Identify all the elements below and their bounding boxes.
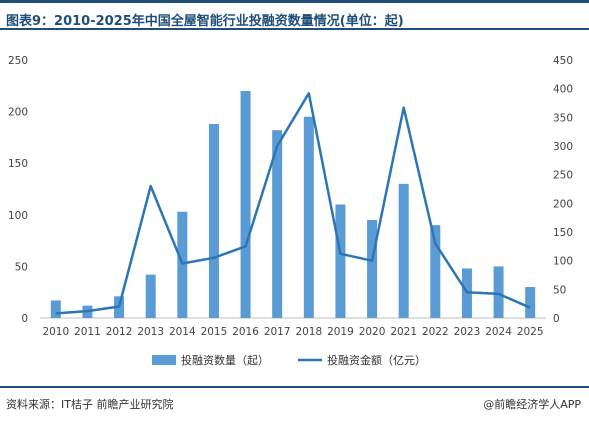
x-tick-label: 2021 — [390, 326, 417, 338]
bar-2010 — [50, 300, 61, 318]
x-tick-label: 2014 — [169, 326, 196, 338]
brand-label: @前瞻经济学人APP — [483, 398, 581, 411]
y-left-tick-label: 0 — [21, 313, 28, 325]
bar-2024 — [493, 266, 504, 318]
chart: 0 50 100 150 200 250 0 50 100 150 200 250 300 350 400 4… — [8, 55, 573, 367]
title-bar: 图表9：2010-2025年中国全屋智能行业投融资数量情况(单位：起) — [0, 0, 589, 30]
x-tick-label: 2012 — [106, 326, 133, 338]
bar-2017 — [272, 130, 283, 318]
x-tick-label: 2020 — [359, 326, 386, 338]
x-tick-label: 2022 — [422, 326, 449, 338]
x-tick-label: 2025 — [517, 326, 544, 338]
y-right-tick-label: 50 — [553, 284, 566, 296]
bar-2019 — [335, 204, 346, 318]
legend-bar-swatch — [152, 355, 176, 365]
bar-2022 — [430, 225, 441, 318]
bar-2018 — [303, 116, 314, 318]
bar-2015 — [208, 123, 219, 318]
x-tick-label: 2010 — [42, 326, 69, 338]
y-right-tick-label: 100 — [553, 256, 573, 268]
x-tick-label: 2011 — [74, 326, 101, 338]
bar-2013 — [145, 274, 156, 318]
x-tick-label: 2013 — [137, 326, 164, 338]
y-left-tick-label: 250 — [8, 55, 28, 67]
legend-line-label: 投融资金额（亿元） — [327, 353, 426, 367]
x-tick-label: 2023 — [454, 326, 481, 338]
source-note: 资料来源：IT桔子 前瞻产业研究院 — [6, 398, 174, 411]
y-right-tick-label: 400 — [553, 84, 573, 96]
y-right-tick-label: 0 — [553, 313, 560, 325]
y-left-tick-label: 150 — [8, 158, 28, 170]
line-series-amount — [55, 92, 531, 315]
y-right-tick-label: 350 — [553, 112, 573, 124]
x-tick-label: 2017 — [264, 326, 291, 338]
y-left-tick-label: 50 — [15, 261, 28, 273]
x-tick-label: 2024 — [485, 326, 512, 338]
y-right-tick-label: 150 — [553, 227, 573, 239]
y-right-tick-label: 300 — [553, 141, 573, 153]
bar-2021 — [398, 183, 409, 318]
x-tick-label: 2019 — [327, 326, 354, 338]
y-left-tick-label: 200 — [8, 107, 28, 119]
y-left-tick-label: 100 — [8, 210, 28, 222]
footer: 资料来源：IT桔子 前瞻产业研究院 @前瞻经济学人APP — [0, 386, 589, 422]
bar-2016 — [240, 90, 251, 319]
y-right-tick-label: 450 — [553, 55, 573, 67]
legend-bar-label: 投融资数量（起） — [181, 353, 269, 367]
x-tick-label: 2015 — [201, 326, 228, 338]
y-right-tick-label: 250 — [553, 170, 573, 182]
bar-2014 — [177, 211, 188, 318]
chart-title: 图表9：2010-2025年中国全屋智能行业投融资数量情况(单位：起) — [6, 14, 404, 29]
x-tick-label: 2016 — [232, 326, 259, 338]
bar-2020 — [367, 219, 378, 318]
x-tick-label: 2018 — [295, 326, 322, 338]
y-right-tick-label: 200 — [553, 198, 573, 210]
bar-2025 — [525, 287, 536, 318]
